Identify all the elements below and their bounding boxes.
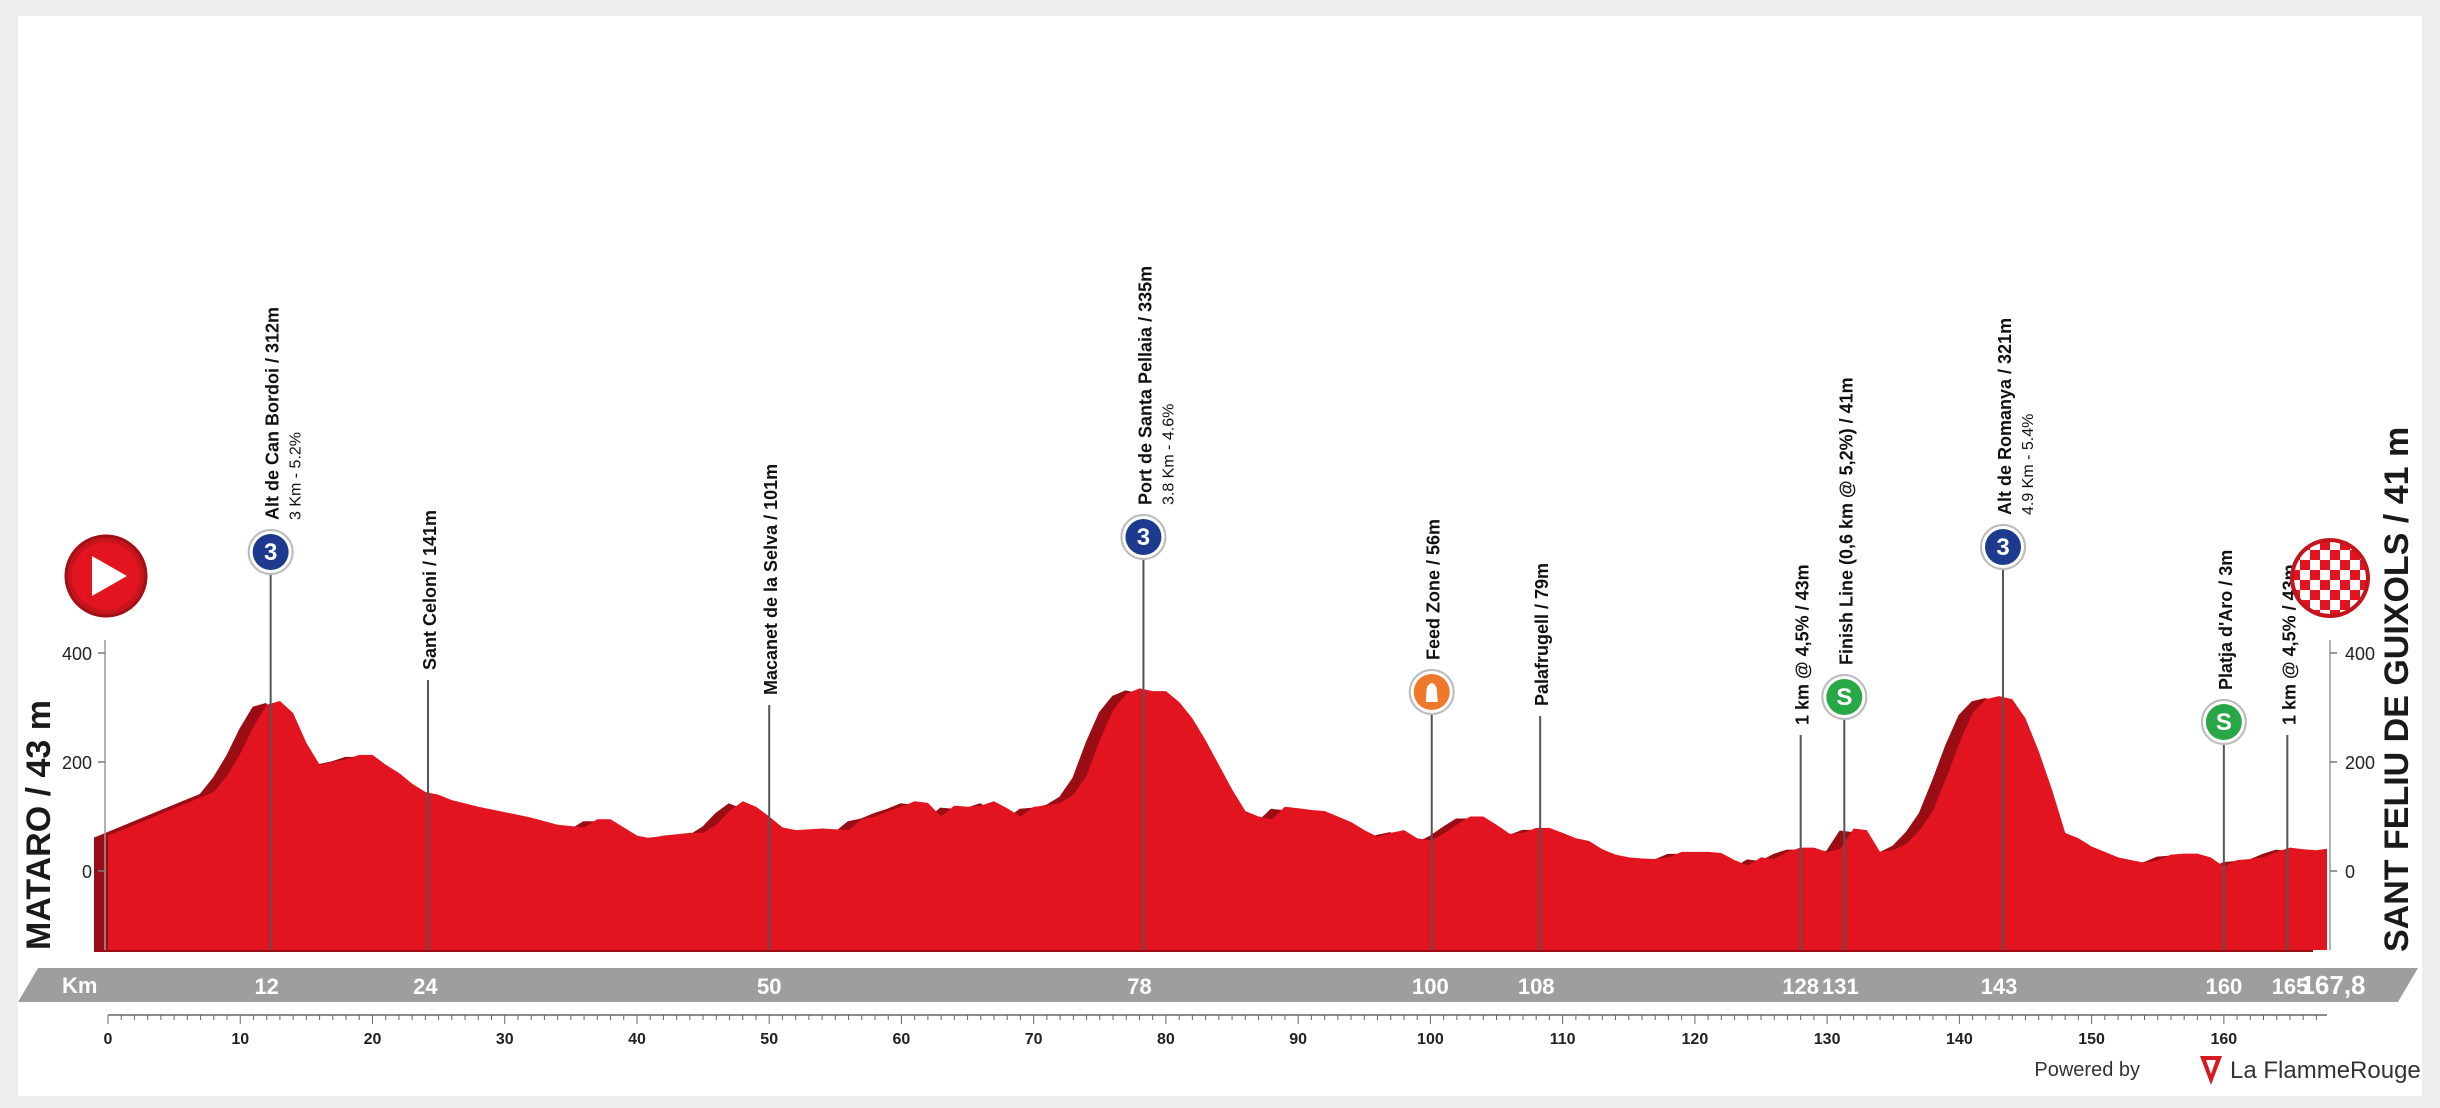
brand-name: La FlammeRouge [2230,1057,2421,1084]
kom-3rd-category-icon-text: 3 [1996,534,2009,561]
sprint-icon [2205,704,2242,740]
y-tick-label-left: 0 [82,862,92,882]
x-tick-label: 30 [496,1031,514,1048]
y-tick-label-left: 200 [62,753,92,773]
x-tick-label: 40 [628,1031,646,1048]
powered-by-text: Powered by [2034,1059,2140,1081]
km-marker-label: 165 [2272,974,2309,999]
waypoint-label: Platja d'Aro / 3m [2216,550,2236,690]
kom-3rd-category-icon-text: 3 [264,539,277,566]
x-tick-label: 0 [104,1031,113,1048]
waypoint-label: 1 km @ 4,5% / 43m [1793,564,1813,725]
kom-3rd-category-icon [1125,519,1162,555]
finish-marker [2290,538,2370,618]
km-marker-label: 78 [1127,974,1151,999]
km-unit-label: Km [62,973,97,998]
sprint-icon [1826,679,1863,715]
km-marker-label: 50 [757,974,781,999]
waypoint-label: Sant Celoni / 141m [420,510,440,670]
km-marker-label: 143 [1981,974,2018,999]
waypoint-sublabel: 3.8 Km - 4.6% [1160,404,1177,505]
waypoint-markers: 3 Alt de Can Bordoi / 312m 3 Km - 5.2% Sant… [247,266,2299,950]
waypoint-label: Finish Line (0,6 km @ 5,2%) / 41m [1836,377,1856,665]
x-tick-label: 80 [1157,1031,1175,1048]
km-marker-label: 128 [1782,974,1819,999]
km-band-bar [18,968,2418,1002]
x-tick-label: 60 [893,1031,911,1048]
x-tick-label: 100 [1417,1031,1444,1048]
km-marker-label: 100 [1412,974,1449,999]
profile-area [108,688,2327,950]
km-marker-label: 108 [1518,974,1555,999]
km-marker-label: 160 [2205,974,2242,999]
waypoint-label: Port de Santa Pellaia / 335m [1135,266,1155,505]
sprint-icon-text: S [1836,684,1852,711]
x-tick-label: 90 [1289,1031,1307,1048]
waypoint-label: 1 km @ 4,5% / 43m [2279,564,2299,725]
kom-3rd-category-icon-text: 3 [1137,524,1150,551]
kom-3rd-category-icon [1985,529,2022,565]
x-tick-label: 110 [1550,1031,1576,1048]
waypoint-label: Macanet de la Selva / 101m [761,464,781,695]
x-axis: 0 10 20 30 40 50 60 70 80 90 100 110 120 130 140 150 160 [104,1014,2327,1048]
x-tick-label: 10 [231,1031,249,1048]
start-town-label: MATARO / 43 m [20,700,58,950]
sprint-icon-text: S [2216,709,2232,736]
y-tick-label-right: 200 [2345,753,2375,773]
y-tick-label-left: 400 [62,644,92,664]
start-play-icon [92,556,127,596]
la-flamme-rouge-logo-inner-icon [2206,1060,2216,1074]
x-tick-label: 120 [1682,1031,1709,1048]
y-axis: 0 0 200 200 400 400 [62,640,2375,950]
km-marker-label: 24 [413,974,438,999]
y-tick-label-right: 0 [2345,862,2355,882]
km-marker-label: 12 [254,974,278,999]
x-tick-label: 140 [1946,1031,1973,1048]
finish-town-label: SANT FELIU DE GUIXOLS / 41 m [2378,427,2416,952]
x-tick-label: 150 [2078,1031,2105,1048]
km-marker-label: 167,8 [2300,970,2365,1000]
profile-area-layer [108,688,2327,950]
waypoint-label: Feed Zone / 56m [1424,519,1444,660]
waypoint-label: Alt de Romanya / 321m [1995,318,2015,515]
waypoint-sublabel: 3 Km - 5.2% [288,432,305,520]
x-tick-label: 70 [1025,1031,1043,1048]
x-tick-label: 130 [1814,1031,1841,1048]
start-marker [64,534,148,618]
feed-bottle-icon [1425,683,1438,702]
waypoint-label: Alt de Can Bordoi / 312m [263,307,283,520]
x-tick-label: 20 [364,1031,382,1048]
x-tick-label: 50 [760,1031,778,1048]
km-marker-label: 131 [1822,974,1859,999]
waypoint-sublabel: 4.9 Km - 5.4% [2020,414,2037,515]
x-tick-label: 160 [2211,1031,2238,1048]
y-tick-label-right: 400 [2345,644,2375,664]
waypoint-label: Palafrugell / 79m [1532,563,1552,706]
kom-3rd-category-icon [252,534,289,570]
finish-checkered-flag-icon [2294,542,2366,614]
